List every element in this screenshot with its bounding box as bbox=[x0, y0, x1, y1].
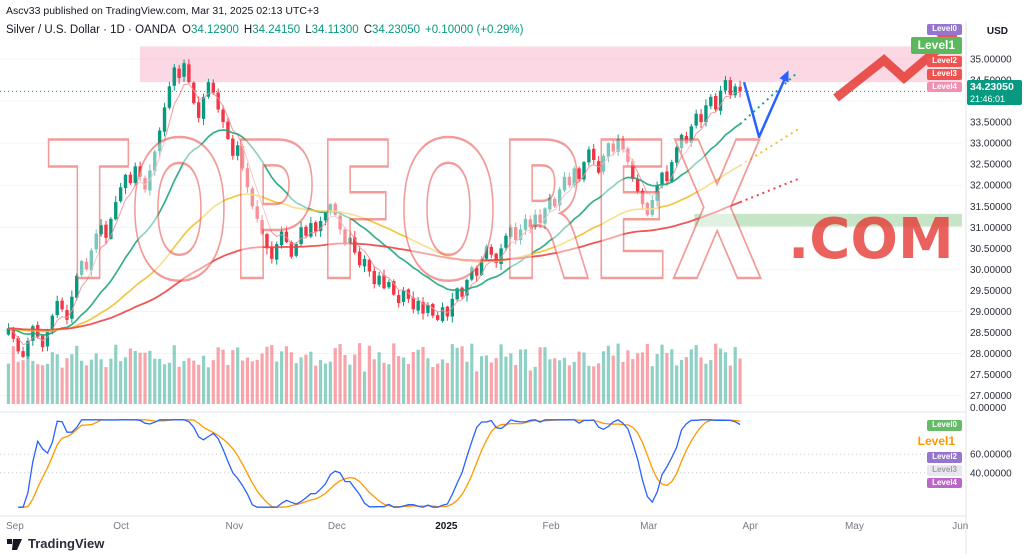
main-levels-level0[interactable]: Level0 bbox=[927, 24, 962, 35]
low-value: 34.11300 bbox=[311, 24, 359, 36]
current-price-badge[interactable]: 34.23050 21:46:01 bbox=[967, 80, 1022, 106]
support-zone bbox=[694, 213, 962, 227]
indicator-signal-line bbox=[18, 419, 741, 508]
chart-container: TOPFOREX.COM35.0000034.5000034.0000033.5… bbox=[0, 22, 1024, 554]
svg-text:Sep: Sep bbox=[6, 521, 24, 532]
ohlc-values: O34.12900 H34.24150 L34.11300 C34.23050 … bbox=[182, 24, 523, 36]
svg-text:31.50000: 31.50000 bbox=[970, 202, 1012, 213]
svg-text:Mar: Mar bbox=[640, 521, 658, 532]
svg-text:29.50000: 29.50000 bbox=[970, 286, 1012, 297]
lower-levels-level3[interactable]: Level3 bbox=[927, 464, 962, 476]
main-levels-level4[interactable]: Level4 bbox=[927, 81, 962, 93]
svg-text:60.00000: 60.00000 bbox=[970, 450, 1012, 461]
indicator-pane-level-badges: Level0 Level1 Level2 Level3 Level4 bbox=[910, 420, 962, 489]
currency-label[interactable]: USD bbox=[986, 26, 1008, 37]
svg-text:33.50000: 33.50000 bbox=[970, 118, 1012, 129]
watermark: TOPFOREX .COM bbox=[47, 33, 958, 324]
symbol-title[interactable]: Silver / U.S. Dollar · 1D · OANDA bbox=[6, 24, 176, 36]
change-value: +0.10000 (+0.29%) bbox=[425, 24, 524, 36]
close-value: 34.23050 bbox=[372, 24, 420, 36]
svg-text:Nov: Nov bbox=[225, 521, 243, 532]
symbol-bar: Silver / U.S. Dollar · 1D · OANDA O34.12… bbox=[6, 24, 523, 36]
ma-projections bbox=[739, 71, 799, 204]
svg-text:Dec: Dec bbox=[328, 521, 346, 532]
svg-text:32.50000: 32.50000 bbox=[970, 160, 1012, 171]
current-price-value: 34.23050 bbox=[967, 80, 1022, 95]
lower-levels-level4[interactable]: Level4 bbox=[927, 477, 962, 489]
forecast-arrow[interactable] bbox=[742, 70, 789, 139]
svg-text:30.50000: 30.50000 bbox=[970, 244, 1012, 255]
open-label: O bbox=[181, 24, 191, 36]
svg-text:28.50000: 28.50000 bbox=[970, 328, 1012, 339]
svg-text:Jun: Jun bbox=[952, 521, 968, 532]
chart-canvas[interactable]: TOPFOREX.COM35.0000034.5000034.0000033.5… bbox=[0, 22, 1024, 554]
ma-120 bbox=[8, 201, 741, 331]
publish-bar: Ascv33 published on TradingView.com, Mar… bbox=[0, 0, 1024, 22]
price-axis[interactable]: 35.0000034.5000034.0000033.5000033.00000… bbox=[965, 22, 1024, 554]
volume-bars bbox=[6, 343, 742, 404]
moving-average-lines bbox=[8, 83, 741, 346]
svg-text:Feb: Feb bbox=[543, 521, 561, 532]
main-levels-level2[interactable]: Level2 bbox=[927, 55, 962, 67]
lower-levels-level1[interactable]: Level1 bbox=[910, 432, 962, 450]
high-value: 34.24150 bbox=[252, 24, 301, 36]
price-zones bbox=[139, 46, 963, 227]
close-label: C bbox=[363, 24, 373, 36]
svg-text:30.00000: 30.00000 bbox=[970, 265, 1012, 276]
ma-55 bbox=[8, 164, 741, 333]
high-label: H bbox=[243, 24, 253, 36]
svg-text:35.00000: 35.00000 bbox=[970, 55, 1012, 66]
svg-text:32.00000: 32.00000 bbox=[970, 181, 1012, 192]
svg-text:May: May bbox=[845, 521, 864, 532]
watermark-suffix: .COM bbox=[788, 207, 954, 272]
svg-text:Apr: Apr bbox=[743, 521, 759, 532]
publish-info: Ascv33 published on TradingView.com, Mar… bbox=[6, 5, 319, 17]
tradingview-logo-icon[interactable] bbox=[6, 535, 23, 552]
open-value: 34.12900 bbox=[190, 24, 239, 36]
svg-text:31.00000: 31.00000 bbox=[970, 223, 1012, 234]
low-label: L bbox=[305, 24, 312, 36]
time-axis[interactable]: Sep Oct Nov Dec 2025 Feb Mar Apr May Jun bbox=[6, 521, 968, 532]
ma-5 bbox=[8, 83, 741, 346]
tradingview-brand[interactable]: TradingView bbox=[28, 536, 105, 551]
svg-text:28.00000: 28.00000 bbox=[970, 349, 1012, 360]
svg-text:0.00000: 0.00000 bbox=[970, 403, 1007, 414]
footer: TradingView bbox=[6, 535, 104, 552]
svg-text:27.00000: 27.00000 bbox=[970, 391, 1012, 402]
watermark-arrow-icon bbox=[833, 40, 947, 102]
resistance-zone bbox=[139, 46, 963, 83]
main-pane-level-badges: Level0 Level1 Level2 Level3 Level4 bbox=[910, 24, 962, 93]
bar-countdown: 21:46:01 bbox=[967, 94, 1022, 106]
watermark-text: TOPFOREX bbox=[48, 102, 763, 323]
ma-21 bbox=[8, 123, 741, 336]
svg-text:40.00000: 40.00000 bbox=[970, 468, 1012, 479]
indicator-main-line bbox=[18, 419, 741, 508]
main-levels-level3[interactable]: Level3 bbox=[927, 68, 962, 80]
svg-text:29.00000: 29.00000 bbox=[970, 307, 1012, 318]
lower-levels-level0[interactable]: Level0 bbox=[927, 420, 962, 431]
main-levels-level1[interactable]: Level1 bbox=[910, 36, 962, 54]
svg-text:Oct: Oct bbox=[113, 521, 129, 532]
indicator-pane bbox=[0, 411, 1024, 517]
svg-text:33.00000: 33.00000 bbox=[970, 139, 1012, 150]
svg-text:2025: 2025 bbox=[435, 521, 458, 532]
svg-text:27.50000: 27.50000 bbox=[970, 370, 1012, 381]
lower-levels-level2[interactable]: Level2 bbox=[927, 451, 962, 463]
